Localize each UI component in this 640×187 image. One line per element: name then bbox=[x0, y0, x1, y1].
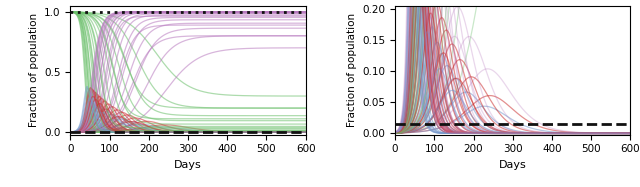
X-axis label: Days: Days bbox=[174, 160, 202, 170]
Y-axis label: Fraction of population: Fraction of population bbox=[29, 13, 38, 127]
X-axis label: Days: Days bbox=[499, 160, 527, 170]
Y-axis label: Fraction of population: Fraction of population bbox=[347, 13, 356, 127]
